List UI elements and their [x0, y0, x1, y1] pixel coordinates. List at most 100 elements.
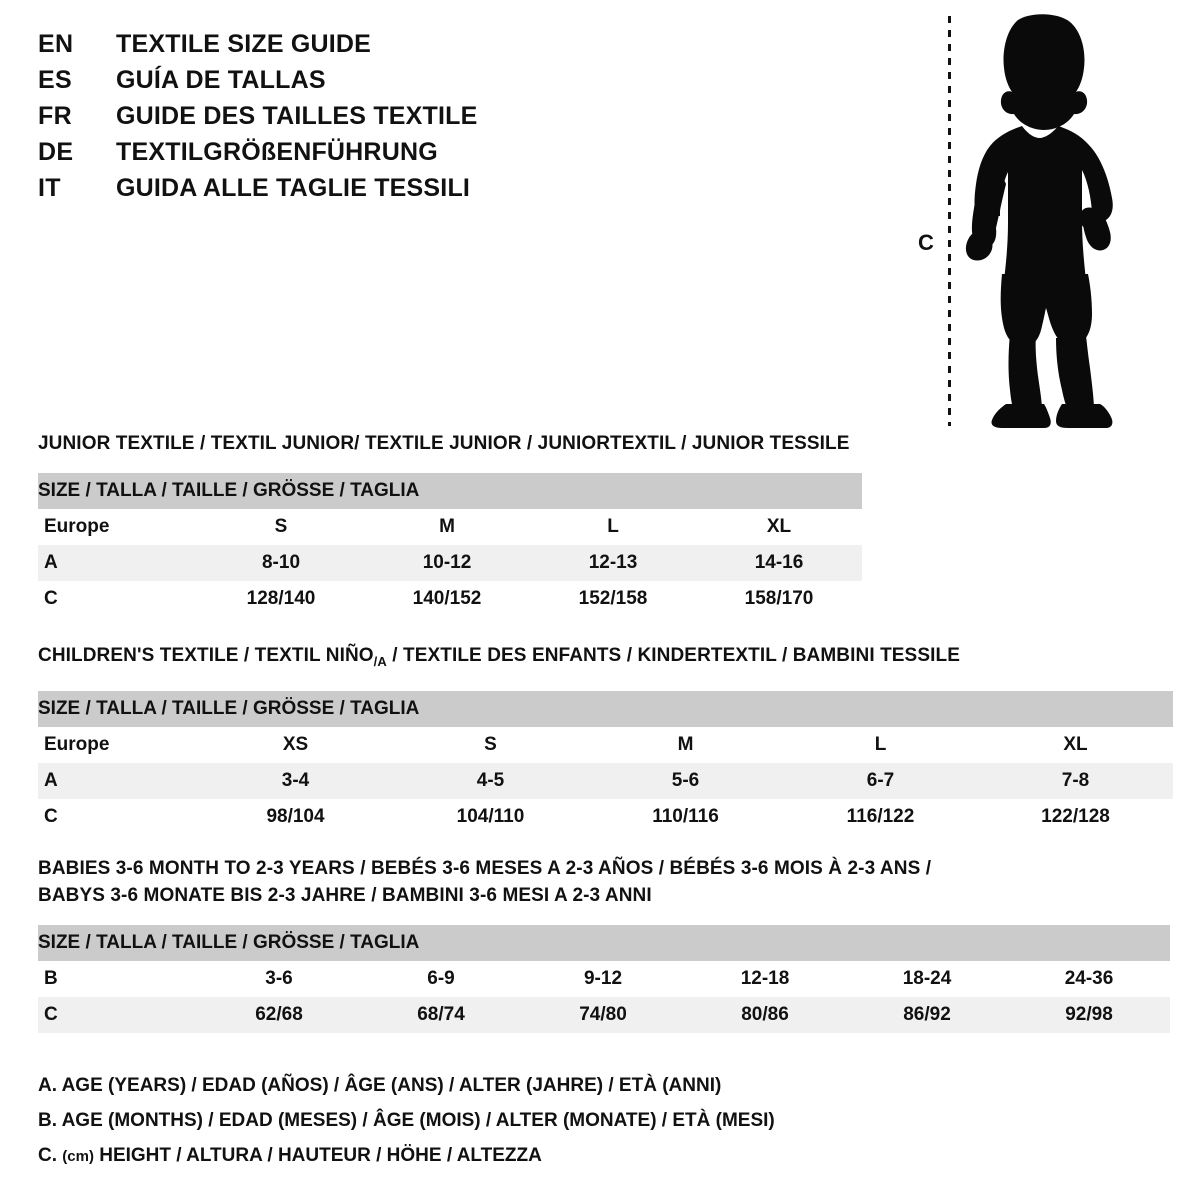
- babies-height-2: 68/74: [360, 997, 522, 1033]
- children-row-label-a: A: [38, 762, 198, 799]
- junior-height-m: 140/152: [364, 581, 530, 617]
- children-height-s: 104/110: [393, 798, 588, 835]
- language-code-de: DE: [38, 138, 74, 166]
- babies-table-band-row: SIZE / TALLA / TAILLE / GRÖSSE / TAGLIA: [38, 925, 1170, 961]
- children-height-xl: 122/128: [978, 798, 1173, 835]
- section-title-children-post: / TEXTILE DES ENFANTS / KINDERTEXTIL / B…: [386, 645, 960, 666]
- junior-table-band-row: SIZE / TALLA / TAILLE / GRÖSSE / TAGLIA: [38, 473, 862, 509]
- measurement-legend: A. AGE (YEARS) / EDAD (AÑOS) / ÂGE (ANS)…: [38, 1068, 775, 1174]
- language-title-fr: GUIDE DES TAILLES TEXTILE: [116, 102, 478, 130]
- junior-age-s: 8-10: [198, 545, 364, 581]
- junior-age-l: 12-13: [530, 545, 696, 581]
- language-row-fr: FR GUIDE DES TAILLES TEXTILE: [38, 102, 598, 138]
- babies-row-label-c: C: [38, 997, 198, 1033]
- height-dotted-line: [948, 16, 951, 426]
- language-title-es: GUÍA DE TALLAS: [116, 66, 326, 94]
- babies-row-label-b: B: [38, 961, 198, 997]
- language-code-it: IT: [38, 174, 61, 202]
- junior-height-xl: 158/170: [696, 581, 862, 617]
- height-reference-figure: C: [900, 12, 1160, 432]
- language-row-en: EN TEXTILE SIZE GUIDE: [38, 30, 598, 66]
- height-measure-label: C: [918, 230, 934, 255]
- children-size-table: SIZE / TALLA / TAILLE / GRÖSSE / TAGLIA …: [38, 690, 1173, 835]
- children-row-age: A 3-4 4-5 5-6 6-7 7-8: [38, 762, 1173, 799]
- children-table-band-row: SIZE / TALLA / TAILLE / GRÖSSE / TAGLIA: [38, 690, 1173, 727]
- babies-months-1: 3-6: [198, 961, 360, 997]
- language-row-de: DE TEXTILGRÖßENFÜHRUNG: [38, 138, 598, 174]
- babies-months-3: 9-12: [522, 961, 684, 997]
- legend-line-c-post: HEIGHT / ALTURA / HAUTEUR / HÖHE / ALTEZ…: [93, 1145, 542, 1166]
- junior-size-m: M: [364, 509, 530, 545]
- junior-row-label-c: C: [38, 581, 198, 617]
- language-title-block: EN TEXTILE SIZE GUIDE ES GUÍA DE TALLAS …: [38, 30, 598, 210]
- children-age-l: 6-7: [783, 762, 978, 799]
- children-age-m: 5-6: [588, 762, 783, 799]
- legend-line-c-unit: (cm): [62, 1148, 94, 1165]
- language-code-en: EN: [38, 30, 74, 58]
- junior-size-xl: XL: [696, 509, 862, 545]
- children-size-s: S: [393, 726, 588, 763]
- junior-size-table: SIZE / TALLA / TAILLE / GRÖSSE / TAGLIA …: [38, 473, 862, 617]
- babies-height-5: 86/92: [846, 997, 1008, 1033]
- babies-height-1: 62/68: [198, 997, 360, 1033]
- babies-height-3: 74/80: [522, 997, 684, 1033]
- babies-size-table: SIZE / TALLA / TAILLE / GRÖSSE / TAGLIA …: [38, 925, 1170, 1033]
- children-row-height: C 98/104 104/110 110/116 116/122 122/128: [38, 798, 1173, 835]
- babies-months-5: 18-24: [846, 961, 1008, 997]
- junior-row-label-europe: Europe: [38, 509, 198, 545]
- language-code-fr: FR: [38, 102, 72, 130]
- section-title-babies-line1: BABIES 3-6 MONTH TO 2-3 YEARS / BEBÉS 3-…: [38, 858, 932, 879]
- section-junior-textile: JUNIOR TEXTILE / TEXTIL JUNIOR/ TEXTILE …: [38, 430, 862, 617]
- legend-line-c: C. (cm) HEIGHT / ALTURA / HAUTEUR / HÖHE…: [38, 1138, 775, 1174]
- section-title-junior: JUNIOR TEXTILE / TEXTIL JUNIOR/ TEXTILE …: [38, 433, 850, 454]
- legend-line-c-pre: C.: [38, 1145, 63, 1166]
- section-title-children-sub: /A: [373, 653, 387, 669]
- section-title-children: CHILDREN'S TEXTILE / TEXTIL NIÑO/A / TEX…: [38, 642, 1173, 675]
- junior-size-l: L: [530, 509, 696, 545]
- babies-row-height: C 62/68 68/74 74/80 80/86 86/92 92/98: [38, 997, 1170, 1033]
- junior-height-l: 152/158: [530, 581, 696, 617]
- babies-months-2: 6-9: [360, 961, 522, 997]
- junior-size-s: S: [198, 509, 364, 545]
- junior-height-s: 128/140: [198, 581, 364, 617]
- babies-band-label: SIZE / TALLA / TAILLE / GRÖSSE / TAGLIA: [38, 925, 1170, 961]
- section-babies-textile: BABIES 3-6 MONTH TO 2-3 YEARS / BEBÉS 3-…: [38, 855, 1170, 1033]
- children-row-label-europe: Europe: [38, 726, 198, 763]
- section-title-children-pre: CHILDREN'S TEXTILE / TEXTIL NIÑO: [38, 645, 374, 666]
- language-title-it: GUIDA ALLE TAGLIE TESSILI: [116, 174, 471, 202]
- toddler-silhouette-icon: [965, 14, 1113, 428]
- junior-row-age: A 8-10 10-12 12-13 14-16: [38, 545, 862, 581]
- babies-height-6: 92/98: [1008, 997, 1170, 1033]
- children-size-xl: XL: [978, 726, 1173, 763]
- children-age-s: 4-5: [393, 762, 588, 799]
- language-code-es: ES: [38, 66, 72, 94]
- junior-band-label: SIZE / TALLA / TAILLE / GRÖSSE / TAGLIA: [38, 473, 862, 509]
- language-title-en: TEXTILE SIZE GUIDE: [116, 30, 372, 58]
- children-size-xs: XS: [198, 726, 393, 763]
- children-age-xs: 3-4: [198, 762, 393, 799]
- language-row-it: IT GUIDA ALLE TAGLIE TESSILI: [38, 174, 598, 210]
- babies-months-4: 12-18: [684, 961, 846, 997]
- language-row-es: ES GUÍA DE TALLAS: [38, 66, 598, 102]
- language-title-de: TEXTILGRÖßENFÜHRUNG: [116, 138, 438, 166]
- children-height-l: 116/122: [783, 798, 978, 835]
- babies-row-months: B 3-6 6-9 9-12 12-18 18-24 24-36: [38, 961, 1170, 997]
- children-row-label-c: C: [38, 798, 198, 835]
- children-height-xs: 98/104: [198, 798, 393, 835]
- babies-months-6: 24-36: [1008, 961, 1170, 997]
- section-children-textile: CHILDREN'S TEXTILE / TEXTIL NIÑO/A / TEX…: [38, 642, 1173, 835]
- children-height-m: 110/116: [588, 798, 783, 835]
- junior-row-height: C 128/140 140/152 152/158 158/170: [38, 581, 862, 617]
- children-size-l: L: [783, 726, 978, 763]
- junior-header-row: Europe S M L XL: [38, 509, 862, 545]
- children-age-xl: 7-8: [978, 762, 1173, 799]
- children-band-label: SIZE / TALLA / TAILLE / GRÖSSE / TAGLIA: [38, 690, 1173, 727]
- legend-line-a: A. AGE (YEARS) / EDAD (AÑOS) / ÂGE (ANS)…: [38, 1075, 722, 1096]
- legend-line-b: B. AGE (MONTHS) / EDAD (MESES) / ÂGE (MO…: [38, 1110, 775, 1131]
- junior-age-xl: 14-16: [696, 545, 862, 581]
- junior-age-m: 10-12: [364, 545, 530, 581]
- junior-row-label-a: A: [38, 545, 198, 581]
- children-size-m: M: [588, 726, 783, 763]
- section-title-babies-line2: BABYS 3-6 MONATE BIS 2-3 JAHRE / BAMBINI…: [38, 885, 652, 906]
- babies-height-4: 80/86: [684, 997, 846, 1033]
